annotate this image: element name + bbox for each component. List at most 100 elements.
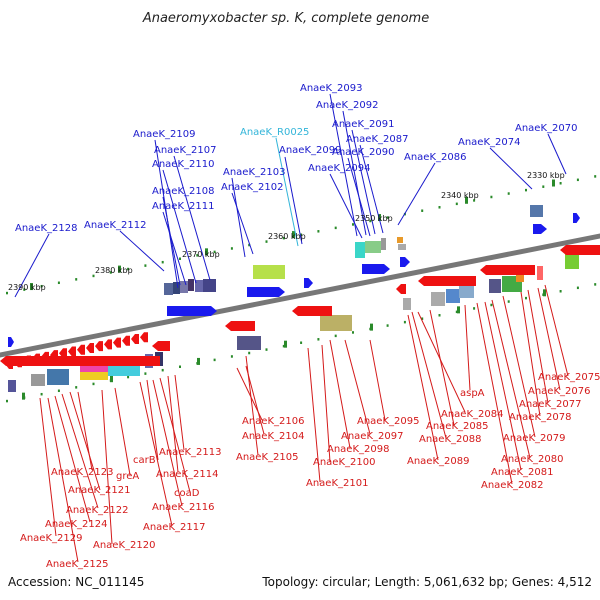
leader-line (342, 110, 367, 236)
tick-dot (179, 365, 181, 369)
gene-label[interactable]: AnaeK_2122 (66, 505, 128, 516)
gene-label[interactable]: AnaeK_2075 (538, 372, 600, 383)
leader-line (162, 169, 197, 284)
gene-label[interactable]: AnaeK_2094 (308, 163, 370, 174)
gene-arrow (225, 321, 255, 331)
gene-label[interactable]: AnaeK_2089 (407, 456, 469, 467)
gene-arrow (152, 341, 170, 351)
tick-dot (92, 382, 95, 386)
gene-label[interactable]: AnaeK_2082 (481, 480, 543, 491)
gene-label[interactable]: greA (116, 471, 139, 482)
tick-dot (57, 281, 60, 285)
gene-arrow (104, 339, 112, 350)
gene-label[interactable]: AnaeK_2100 (313, 457, 375, 468)
tick-dot (559, 182, 562, 185)
gene-label[interactable]: AnaeK_2116 (152, 502, 214, 513)
tick-dot (144, 372, 147, 375)
gene-label[interactable]: AnaeK_2099 (279, 145, 341, 156)
gene-label[interactable]: AnaeK_2128 (15, 223, 77, 234)
leader-line (417, 311, 466, 413)
gene-arrow (247, 287, 285, 297)
gene-label[interactable]: AnaeK_2120 (93, 540, 155, 551)
feature-block (80, 362, 108, 372)
gene-label[interactable]: AnaeK_2101 (306, 478, 368, 489)
gene-arrow (122, 335, 130, 346)
gene-label[interactable]: AnaeK_2113 (159, 447, 221, 458)
gene-label[interactable]: AnaeK_2125 (46, 559, 108, 570)
leader-line (347, 157, 371, 237)
gene-label[interactable]: AnaeK_2090 (332, 147, 394, 158)
gene-label[interactable]: aspA (460, 388, 485, 399)
gene-label[interactable]: AnaeK_2084 (441, 409, 503, 420)
kbp-tick (292, 231, 295, 239)
gene-label[interactable]: AnaeK_2108 (152, 186, 214, 197)
gene-label[interactable]: AnaeK_2091 (332, 119, 394, 130)
rna-gene-label[interactable]: AnaeK_R0025 (240, 127, 309, 138)
gene-label[interactable]: AnaeK_2093 (300, 83, 362, 94)
tick-dot (352, 223, 354, 226)
gene-label[interactable]: AnaeK_2079 (503, 433, 565, 444)
gene-label[interactable]: AnaeK_2109 (133, 129, 195, 140)
gene-label[interactable]: AnaeK_2085 (426, 421, 488, 432)
leader-line (307, 347, 321, 483)
gene-label[interactable]: AnaeK_2117 (143, 522, 205, 533)
gene-label[interactable]: AnaeK_2103 (223, 167, 285, 178)
gene-label[interactable]: AnaeK_2123 (51, 467, 113, 478)
tick-dot (421, 209, 424, 212)
kbp-label-2350: 2350 kbp (355, 214, 393, 223)
gene-label[interactable]: AnaeK_2076 (528, 386, 590, 397)
tick-dot (109, 271, 112, 274)
gene-label[interactable]: AnaeK_2107 (154, 145, 216, 156)
tick-dot (23, 288, 26, 291)
kbp-label-2330: 2330 kbp (527, 171, 565, 180)
gene-label[interactable]: AnaeK_2088 (419, 434, 481, 445)
gene-label[interactable]: AnaeK_2097 (341, 431, 403, 442)
gene-label[interactable]: AnaeK_2070 (515, 123, 577, 134)
gene-arrow (95, 341, 103, 352)
gene-label[interactable]: AnaeK_2102 (221, 182, 283, 193)
feature-block (403, 298, 411, 310)
gene-arrow (50, 350, 58, 361)
tick-dot (6, 291, 8, 295)
gene-label[interactable]: AnaeK_2080 (501, 454, 563, 465)
tick-dot (438, 314, 441, 317)
gene-label[interactable]: AnaeK_2124 (45, 519, 107, 530)
gene-label[interactable]: AnaeK_2106 (242, 416, 304, 427)
leader-line (69, 391, 101, 491)
feature-block (47, 369, 69, 385)
gene-label[interactable]: AnaeK_2104 (242, 431, 304, 442)
gene-label[interactable]: AnaeK_2087 (346, 134, 408, 145)
gene-label[interactable]: AnaeK_2112 (84, 220, 146, 231)
gene-label[interactable]: coaD (174, 488, 200, 499)
tick-dot (127, 375, 130, 379)
accession-text: Accession: NC_011145 (8, 575, 144, 589)
kbp-tick (30, 283, 33, 291)
gene-label[interactable]: AnaeK_2129 (20, 533, 82, 544)
gene-label[interactable]: AnaeK_2077 (519, 399, 581, 410)
gene-label[interactable]: AnaeK_2110 (152, 159, 214, 170)
gene-arrow (573, 213, 580, 223)
gene-label[interactable]: AnaeK_2086 (404, 152, 466, 163)
leader-line (39, 397, 57, 537)
gene-label[interactable]: AnaeK_2098 (327, 444, 389, 455)
feature-block (516, 274, 524, 282)
kbp-label-2390: 2390 kbp (8, 283, 46, 292)
leader-line (351, 129, 376, 235)
gene-label[interactable]: AnaeK_2092 (316, 100, 378, 111)
gene-label[interactable]: AnaeK_2105 (236, 452, 298, 463)
label-leader-lines (14, 93, 569, 563)
gene-label[interactable]: AnaeK_2095 (357, 416, 419, 427)
tick-dot (75, 278, 78, 281)
gene-arrow (68, 346, 76, 357)
gene-label[interactable]: AnaeK_2081 (491, 467, 553, 478)
gene-label[interactable]: AnaeK_2121 (68, 485, 130, 496)
tick-dot (455, 202, 458, 206)
feature-block (381, 238, 386, 250)
gene-label[interactable]: AnaeK_2074 (458, 137, 520, 148)
gene-label[interactable]: AnaeK_2114 (156, 469, 218, 480)
gene-arrow (533, 224, 547, 234)
gene-label[interactable]: AnaeK_2111 (152, 201, 214, 212)
gene-label[interactable]: carB (133, 455, 156, 466)
leader-line (544, 284, 569, 377)
gene-label[interactable]: AnaeK_2078 (509, 412, 571, 423)
